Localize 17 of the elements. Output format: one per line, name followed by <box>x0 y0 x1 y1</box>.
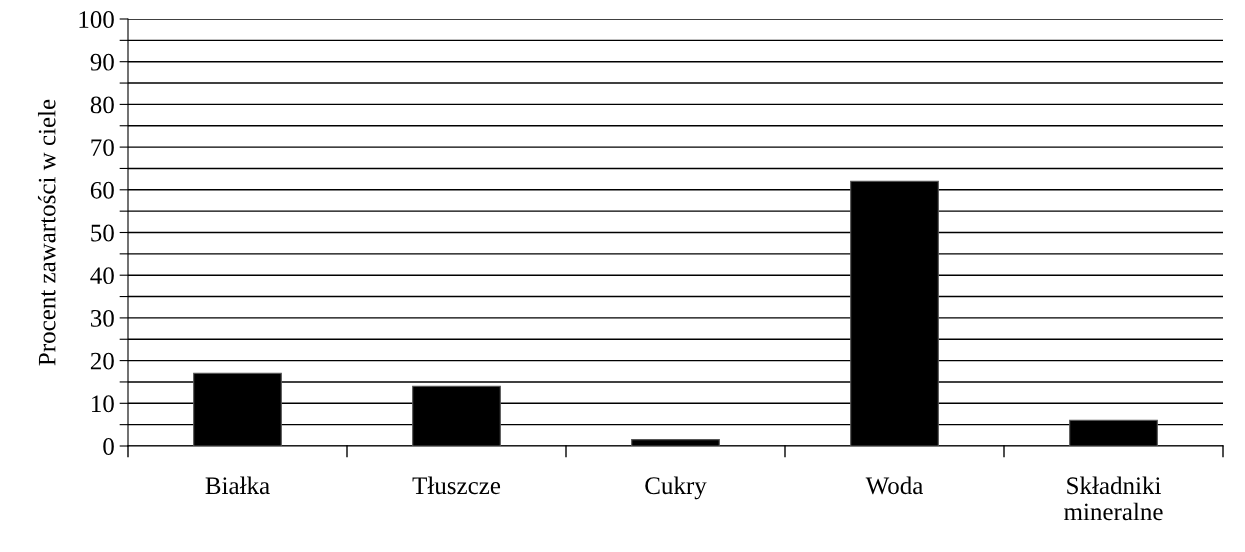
y-tick-label: 70 <box>91 139 114 157</box>
y-tick-label: 0 <box>103 438 114 455</box>
y-tick-label: 90 <box>90 53 114 71</box>
y-tick-label: 80 <box>90 96 114 114</box>
y-tick-label: 100 <box>79 11 114 28</box>
x-tick-label: Białka <box>205 476 270 495</box>
y-tick-label: 10 <box>92 395 114 413</box>
y-tick-label: 60 <box>90 181 114 199</box>
x-tick-label: Cukry <box>645 476 707 500</box>
y-axis-title: Procent zawartości w ciele <box>37 99 56 366</box>
y-tick-label: 50 <box>91 224 114 242</box>
x-tick-label: Tłuszcze <box>412 476 501 495</box>
y-tick-label: 30 <box>91 309 114 327</box>
x-tick-label: Składniki mineralne <box>1064 476 1163 521</box>
y-tick-label: 20 <box>90 352 114 370</box>
x-tick-label: Woda <box>865 476 923 495</box>
y-tick-label: 40 <box>90 267 114 285</box>
